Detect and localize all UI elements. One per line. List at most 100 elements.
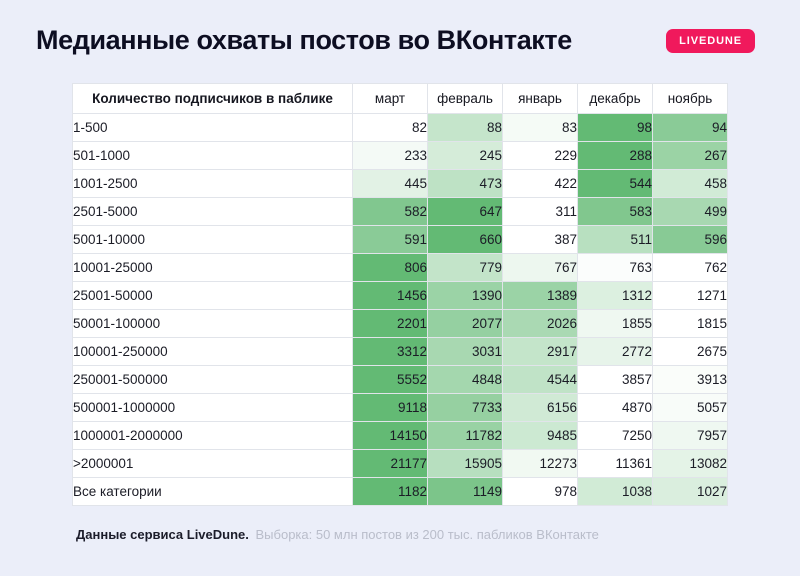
- heat-cell: 98: [577, 113, 653, 142]
- heat-cell: 1149: [427, 477, 503, 506]
- heat-cell: 544: [577, 169, 653, 198]
- heat-cell: 88: [427, 113, 503, 142]
- column-header-month: декабрь: [577, 83, 653, 114]
- heat-cell: 4544: [502, 365, 578, 394]
- table-row: 25001-50000 1456 1390 1389 1312 1271: [72, 281, 728, 310]
- table-row: 501-1000 233 245 229 288 267: [72, 141, 728, 170]
- source-label: Данные сервиса LiveDune.: [76, 527, 249, 542]
- heat-cell: 422: [502, 169, 578, 198]
- row-label: Все категории: [72, 477, 353, 506]
- heat-cell: 267: [652, 141, 728, 170]
- heat-cell: 978: [502, 477, 578, 506]
- heat-cell: 21177: [352, 449, 428, 478]
- livedune-logo-badge: LIVEDUNE: [666, 28, 755, 53]
- heat-cell: 458: [652, 169, 728, 198]
- column-header-month: февраль: [427, 83, 503, 114]
- heat-cell: 14150: [352, 421, 428, 450]
- heat-cell: 1271: [652, 281, 728, 310]
- heat-cell: 5552: [352, 365, 428, 394]
- heat-cell: 763: [577, 253, 653, 282]
- heat-cell: 3312: [352, 337, 428, 366]
- heat-cell: 1389: [502, 281, 578, 310]
- column-header-month: ноябрь: [652, 83, 728, 114]
- column-header-month: март: [352, 83, 428, 114]
- heat-cell: 82: [352, 113, 428, 142]
- row-label: 100001-250000: [72, 337, 353, 366]
- heat-cell: 1815: [652, 309, 728, 338]
- row-label: 1-500: [72, 113, 353, 142]
- table-row: 100001-250000 3312 3031 2917 2772 2675: [72, 337, 728, 366]
- column-header-subscribers: Количество подписчиков в паблике: [72, 83, 353, 114]
- heat-cell: 2917: [502, 337, 578, 366]
- heat-cell: 311: [502, 197, 578, 226]
- table-row: 1000001-2000000 14150 11782 9485 7250 7957: [72, 421, 728, 450]
- heat-cell: 660: [427, 225, 503, 254]
- heat-cell: 779: [427, 253, 503, 282]
- heat-cell: 7957: [652, 421, 728, 450]
- heat-cell: 9118: [352, 393, 428, 422]
- row-label: >2000001: [72, 449, 353, 478]
- row-label: 501-1000: [72, 141, 353, 170]
- heat-cell: 13082: [652, 449, 728, 478]
- heat-cell: 3913: [652, 365, 728, 394]
- heat-cell: 233: [352, 141, 428, 170]
- table-row: 1001-2500 445 473 422 544 458: [72, 169, 728, 198]
- heat-cell: 4848: [427, 365, 503, 394]
- row-label: 500001-1000000: [72, 393, 353, 422]
- row-label: 50001-100000: [72, 309, 353, 338]
- table-body: 1-500 82 88 83 98 94 501-1000 233 245 229 288 267 10…: [72, 113, 728, 506]
- page: Медианные охваты постов во ВКонтакте LIV…: [0, 0, 800, 542]
- table-row: Все категории 1182 1149 978 1038 1027: [72, 477, 728, 506]
- row-label: 5001-10000: [72, 225, 353, 254]
- table-row: 10001-25000 806 779 767 763 762: [72, 253, 728, 282]
- table-row: 2501-5000 582 647 311 583 499: [72, 197, 728, 226]
- row-label: 1000001-2000000: [72, 421, 353, 450]
- heat-cell: 12273: [502, 449, 578, 478]
- heat-cell: 245: [427, 141, 503, 170]
- heat-cell: 2026: [502, 309, 578, 338]
- table-row: 50001-100000 2201 2077 2026 1855 1815: [72, 309, 728, 338]
- heat-cell: 806: [352, 253, 428, 282]
- heat-cell: 3857: [577, 365, 653, 394]
- heat-cell: 3031: [427, 337, 503, 366]
- heat-cell: 591: [352, 225, 428, 254]
- heat-cell: 1456: [352, 281, 428, 310]
- heat-cell: 1312: [577, 281, 653, 310]
- heat-cell: 445: [352, 169, 428, 198]
- heat-cell: 1855: [577, 309, 653, 338]
- heat-cell: 288: [577, 141, 653, 170]
- row-label: 2501-5000: [72, 197, 353, 226]
- heat-cell: 5057: [652, 393, 728, 422]
- heat-cell: 767: [502, 253, 578, 282]
- table-row: 1-500 82 88 83 98 94: [72, 113, 728, 142]
- heat-cell: 15905: [427, 449, 503, 478]
- heat-cell: 94: [652, 113, 728, 142]
- heat-cell: 596: [652, 225, 728, 254]
- heat-cell: 11782: [427, 421, 503, 450]
- column-header-month: январь: [502, 83, 578, 114]
- row-label: 10001-25000: [72, 253, 353, 282]
- row-label: 250001-500000: [72, 365, 353, 394]
- heat-cell: 2077: [427, 309, 503, 338]
- heat-cell: 4870: [577, 393, 653, 422]
- source-note: Данные сервиса LiveDune. Выборка: 50 млн…: [76, 527, 800, 542]
- page-title: Медианные охваты постов во ВКонтакте: [36, 25, 572, 55]
- heat-cell: 2675: [652, 337, 728, 366]
- heat-cell: 1038: [577, 477, 653, 506]
- heat-cell: 229: [502, 141, 578, 170]
- heat-cell: 1390: [427, 281, 503, 310]
- heat-cell: 7733: [427, 393, 503, 422]
- heat-cell: 647: [427, 197, 503, 226]
- heat-cell: 1027: [652, 477, 728, 506]
- table-row: >2000001 21177 15905 12273 11361 13082: [72, 449, 728, 478]
- heat-cell: 2772: [577, 337, 653, 366]
- table-row: 500001-1000000 9118 7733 6156 4870 5057: [72, 393, 728, 422]
- page-header: Медианные охваты постов во ВКонтакте LIV…: [0, 0, 800, 56]
- heat-cell: 511: [577, 225, 653, 254]
- heat-cell: 473: [427, 169, 503, 198]
- reach-heatmap-table: Количество подписчиков в паблике март фев…: [72, 83, 728, 506]
- reach-table-container: Количество подписчиков в паблике март фев…: [72, 83, 728, 506]
- row-label: 25001-50000: [72, 281, 353, 310]
- row-label: 1001-2500: [72, 169, 353, 198]
- table-header-row: Количество подписчиков в паблике март фев…: [72, 83, 728, 114]
